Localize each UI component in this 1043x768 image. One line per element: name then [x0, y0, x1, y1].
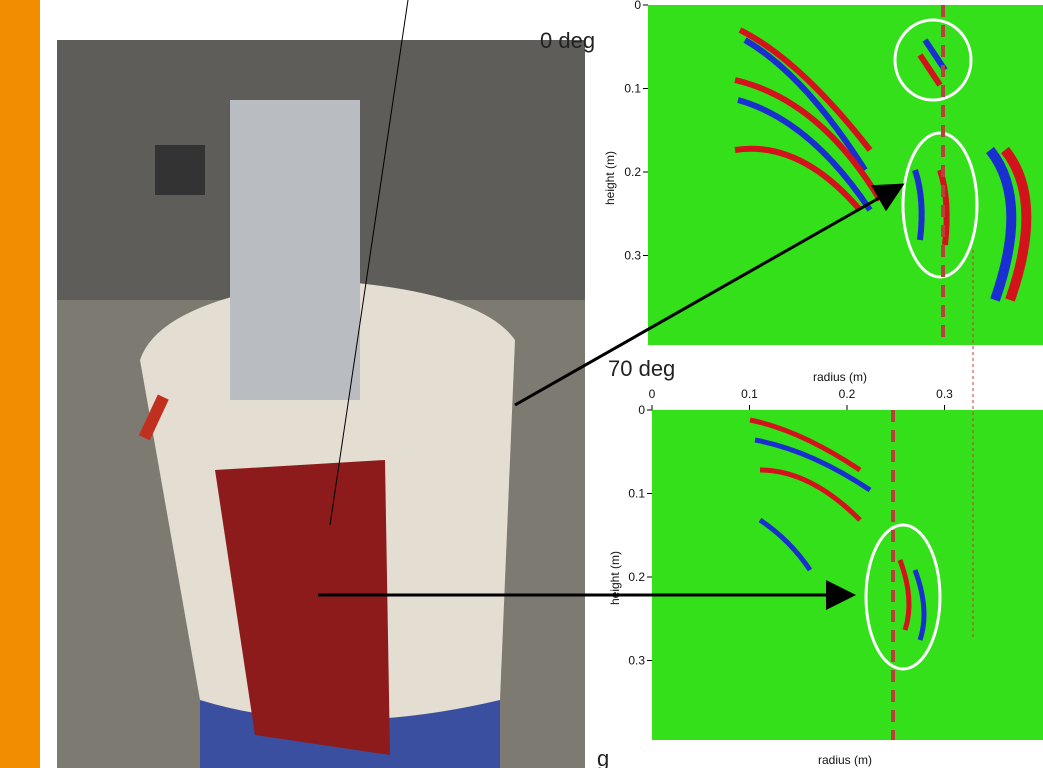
x-axis-label: radius (m)	[818, 753, 872, 767]
y-tick-label: 0.1	[628, 487, 645, 501]
x-tick-label: 0.3	[936, 387, 953, 401]
photo-actuator	[230, 100, 360, 400]
side-bar	[0, 0, 40, 768]
y-tick-label: 0.1	[624, 82, 641, 96]
slide: 0 deg height (m) 0 0.1 0.2 0.3 70 deg radiu…	[0, 0, 1043, 768]
y-tick-label: 0.3	[624, 249, 641, 263]
x-tick-label: 0.2	[839, 387, 856, 401]
x-axis-label: radius (m)	[813, 370, 867, 384]
x-tick-label: 0.1	[741, 387, 758, 401]
y-axis-label: height (m)	[608, 551, 622, 605]
y-tick-label: 0.2	[628, 570, 645, 584]
y-tick-label: 0	[634, 0, 641, 12]
y-tick-label: 0.3	[628, 654, 645, 668]
footer-text: g	[597, 746, 609, 768]
y-tick-label: 0.2	[624, 165, 641, 179]
plot-label: 0 deg	[540, 28, 595, 53]
plot-label: 70 deg	[608, 356, 675, 381]
photo	[57, 40, 585, 768]
y-tick-label: 0	[638, 403, 645, 417]
bottom-plot	[652, 410, 1043, 740]
y-axis-label: height (m)	[603, 151, 617, 205]
x-tick-label: 0	[649, 387, 656, 401]
photo-motor	[155, 145, 205, 195]
